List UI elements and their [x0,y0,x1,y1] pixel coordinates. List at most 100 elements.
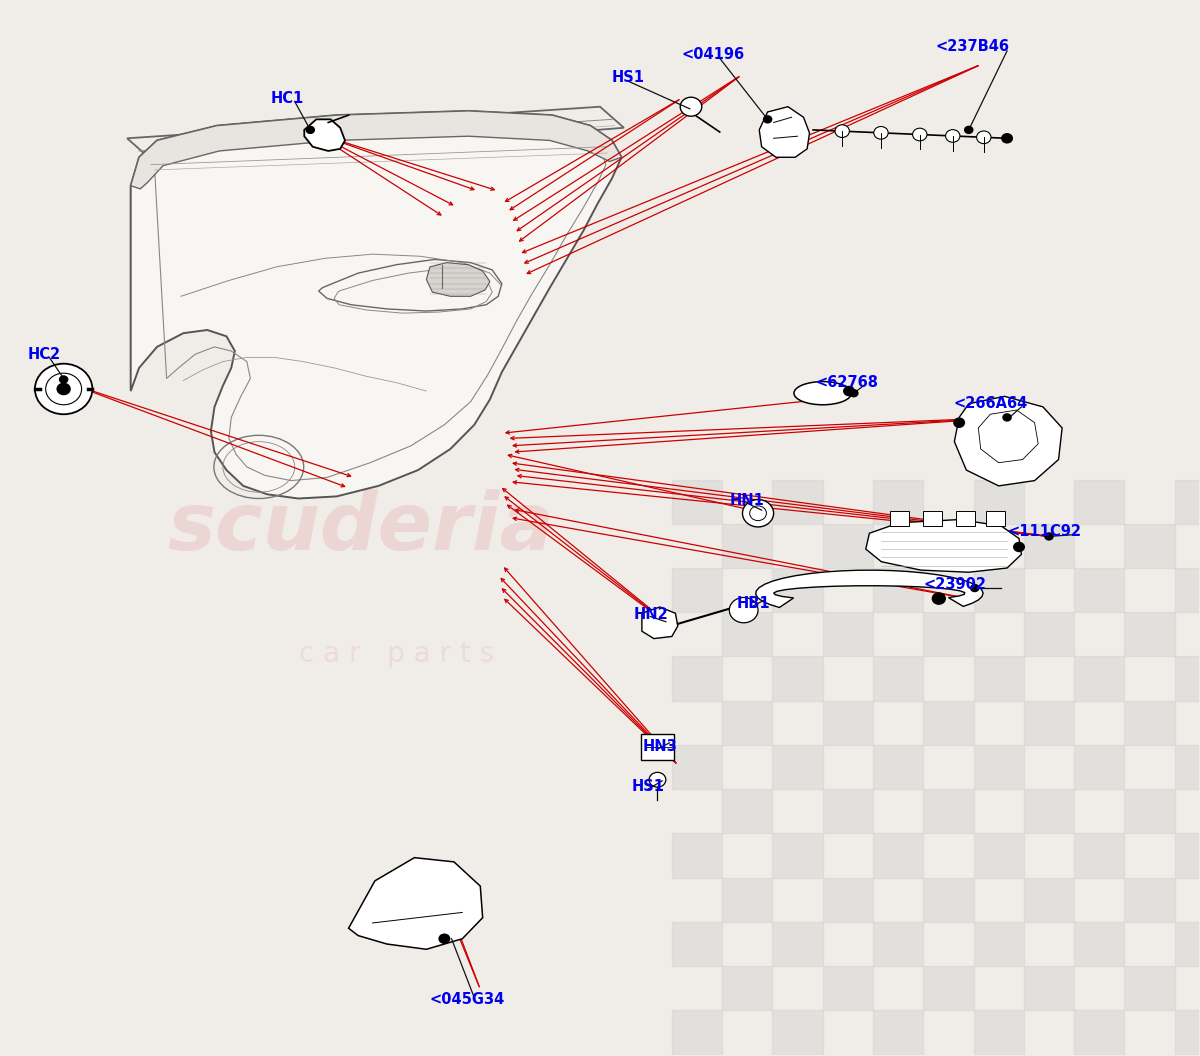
Bar [1074,744,1124,789]
Text: <23902: <23902 [923,578,986,592]
Bar [773,657,823,701]
Bar [722,789,773,833]
Circle shape [874,127,888,139]
Text: HB1: HB1 [737,597,770,611]
Bar [823,701,872,744]
Text: HS1: HS1 [631,778,664,793]
Text: scuderia: scuderia [167,489,554,567]
Bar [1024,524,1074,568]
Bar [1024,612,1074,657]
Ellipse shape [794,381,852,404]
Bar [672,744,722,789]
Bar [823,612,872,657]
Bar [1175,833,1200,878]
Bar [823,878,872,922]
Text: HC2: HC2 [28,346,61,362]
Bar [872,568,923,612]
Bar [923,524,973,568]
Bar [1175,1011,1200,1055]
Circle shape [835,125,850,137]
Bar [923,966,973,1011]
Polygon shape [348,857,482,949]
Bar [923,612,973,657]
Bar [1074,479,1124,524]
Polygon shape [305,119,344,151]
Circle shape [844,385,856,396]
Bar [923,789,973,833]
Circle shape [964,126,973,134]
Circle shape [953,417,965,428]
Bar [1175,479,1200,524]
Bar [923,511,942,526]
Bar [1074,833,1124,878]
Polygon shape [954,396,1062,486]
Circle shape [1001,133,1013,144]
Text: HS1: HS1 [612,70,644,84]
Bar [973,657,1024,701]
Bar [923,878,973,922]
Bar [872,657,923,701]
Bar [722,966,773,1011]
Bar [889,511,908,526]
Bar [1024,878,1074,922]
Circle shape [730,598,758,623]
Text: HC1: HC1 [271,91,304,106]
Text: <62768: <62768 [816,375,878,390]
Bar [722,878,773,922]
Bar [773,568,823,612]
Bar [672,922,722,966]
Text: <237B46: <237B46 [935,39,1009,54]
Bar [1124,701,1175,744]
Polygon shape [127,107,624,165]
Circle shape [649,772,666,787]
Text: <266A64: <266A64 [953,396,1027,411]
Bar [773,479,823,524]
Bar [773,833,823,878]
Bar [973,1011,1024,1055]
Bar [872,833,923,878]
Circle shape [1044,532,1054,541]
Bar [672,657,722,701]
Bar [973,922,1024,966]
Bar [1074,568,1124,612]
Bar [923,701,973,744]
Polygon shape [131,111,622,498]
Circle shape [946,130,960,143]
Bar [823,966,872,1011]
Bar [1175,568,1200,612]
Bar [1124,878,1175,922]
Bar [672,833,722,878]
Text: c a r   p a r t s: c a r p a r t s [299,640,494,668]
Text: <04196: <04196 [682,46,744,61]
Bar [973,744,1024,789]
Polygon shape [426,263,490,297]
Bar [1074,1011,1124,1055]
Bar [872,744,923,789]
Circle shape [912,128,926,140]
Bar [1175,744,1200,789]
Circle shape [438,934,450,944]
Bar [823,524,872,568]
Bar [672,568,722,612]
Circle shape [931,592,946,605]
Text: HN2: HN2 [634,607,668,622]
Bar [973,568,1024,612]
Bar [1074,657,1124,701]
Text: <045G34: <045G34 [430,993,505,1007]
Circle shape [763,115,773,124]
Bar [973,833,1024,878]
Polygon shape [760,107,810,157]
Bar [1124,524,1175,568]
Bar [872,1011,923,1055]
Bar [672,1011,722,1055]
Circle shape [970,584,979,592]
Circle shape [850,389,859,397]
Circle shape [680,97,702,116]
Bar [1024,789,1074,833]
Bar [1124,966,1175,1011]
Polygon shape [756,570,983,607]
Bar [1074,922,1124,966]
Bar [973,479,1024,524]
Circle shape [1013,542,1025,552]
Bar [773,1011,823,1055]
